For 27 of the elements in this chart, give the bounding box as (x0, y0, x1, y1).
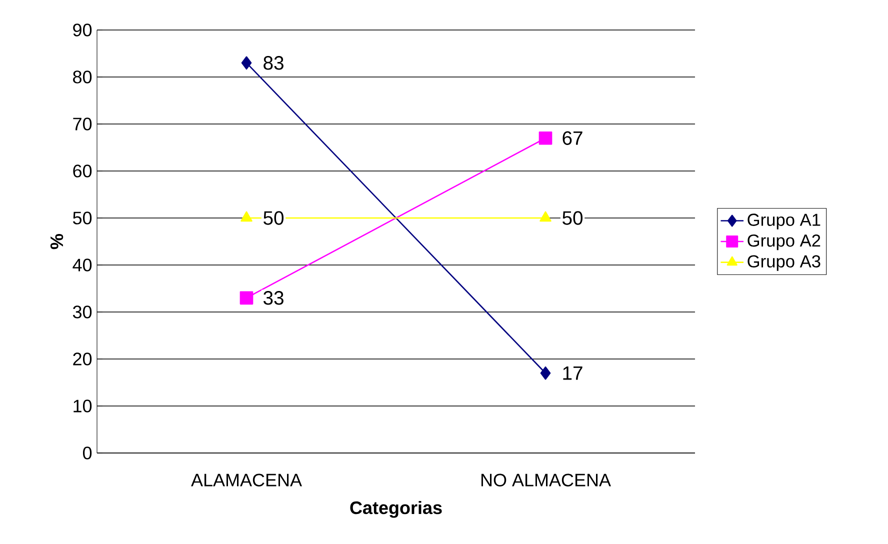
y-axis-title: % (50, 234, 64, 250)
y-tick-label: 30 (72, 306, 92, 318)
y-tick-label: 50 (72, 212, 92, 224)
legend-label: Grupo A2 (748, 234, 820, 250)
data-label: 67 (562, 131, 582, 145)
x-tick-label: ALAMACENA (191, 474, 302, 486)
point (538, 131, 552, 145)
y-tick-label: 40 (72, 258, 92, 272)
y-tick-label: 80 (73, 70, 92, 84)
y-tick-label: 0 (82, 446, 92, 460)
y-tick-label: 60 (73, 164, 92, 178)
data-label: 50 (562, 211, 583, 225)
y-tick-label: 20 (73, 352, 92, 366)
data-label: 83 (264, 56, 284, 70)
data-label: 50 (264, 211, 284, 225)
legend-label: Grupo A3 (748, 255, 820, 271)
data-label: 33 (264, 291, 284, 305)
y-tick-label: 70 (73, 118, 92, 130)
data-label: 17 (563, 366, 582, 380)
y-tick-label: 90 (73, 24, 92, 36)
x-axis-title: Categorias (350, 500, 442, 518)
point (241, 56, 252, 70)
y-tick-label: 10 (74, 400, 92, 412)
point (540, 366, 551, 380)
x-tick-label: NO ALMACENA (481, 474, 611, 486)
point (240, 291, 254, 305)
legend-label: Grupo A1 (748, 214, 820, 230)
